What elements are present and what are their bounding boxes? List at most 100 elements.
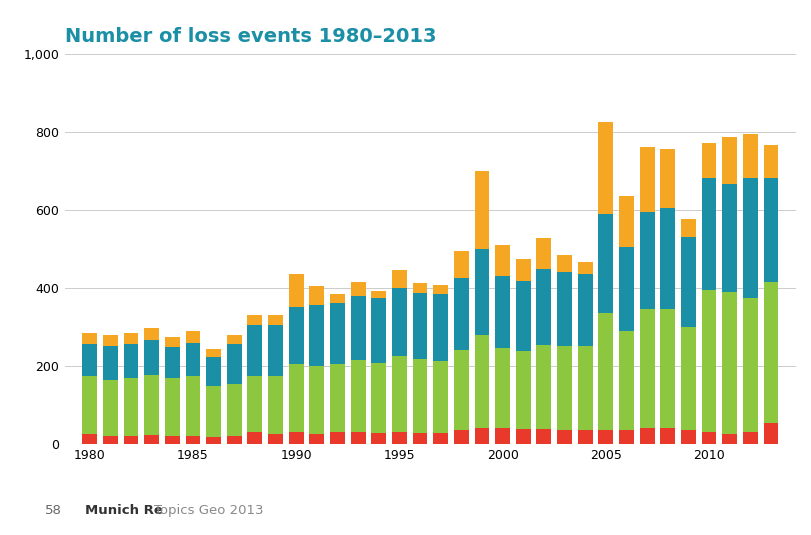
- Bar: [371, 299, 386, 363]
- Bar: [701, 432, 715, 444]
- Bar: [536, 238, 551, 269]
- Bar: [680, 430, 695, 444]
- Bar: [495, 348, 509, 429]
- Bar: [392, 270, 406, 288]
- Bar: [433, 361, 448, 433]
- Bar: [701, 179, 715, 290]
- Bar: [350, 432, 365, 444]
- Bar: [433, 285, 448, 294]
- Bar: [536, 429, 551, 444]
- Bar: [82, 434, 97, 444]
- Bar: [618, 247, 633, 331]
- Bar: [598, 313, 612, 430]
- Bar: [309, 366, 324, 434]
- Bar: [618, 331, 633, 430]
- Bar: [577, 263, 592, 274]
- Bar: [392, 356, 406, 432]
- Bar: [474, 335, 489, 429]
- Bar: [268, 434, 282, 444]
- Bar: [639, 147, 654, 212]
- Bar: [268, 315, 282, 325]
- Bar: [165, 436, 179, 444]
- Bar: [474, 429, 489, 444]
- Bar: [762, 282, 778, 423]
- Bar: [226, 345, 242, 384]
- Bar: [226, 436, 242, 444]
- Bar: [515, 281, 530, 351]
- Bar: [433, 294, 448, 361]
- Bar: [680, 219, 695, 237]
- Bar: [433, 433, 448, 444]
- Text: Munich Re: Munich Re: [85, 503, 163, 517]
- Bar: [577, 430, 592, 444]
- Bar: [82, 333, 97, 345]
- Bar: [742, 179, 757, 297]
- Bar: [742, 134, 757, 179]
- Bar: [165, 378, 179, 436]
- Bar: [453, 251, 468, 278]
- Bar: [556, 272, 571, 347]
- Bar: [268, 325, 282, 376]
- Bar: [185, 331, 200, 342]
- Bar: [762, 423, 778, 444]
- Bar: [144, 375, 159, 435]
- Bar: [721, 434, 736, 444]
- Bar: [515, 351, 530, 429]
- Bar: [701, 143, 715, 179]
- Bar: [350, 360, 365, 432]
- Bar: [721, 185, 736, 292]
- Bar: [659, 149, 675, 208]
- Bar: [659, 429, 675, 444]
- Bar: [598, 430, 612, 444]
- Bar: [598, 122, 612, 213]
- Bar: [144, 328, 159, 340]
- Bar: [206, 349, 221, 357]
- Bar: [762, 146, 778, 179]
- Bar: [639, 309, 654, 429]
- Bar: [165, 347, 179, 378]
- Bar: [618, 196, 633, 247]
- Bar: [289, 274, 303, 307]
- Bar: [268, 376, 282, 434]
- Bar: [371, 291, 386, 299]
- Bar: [742, 297, 757, 432]
- Bar: [495, 245, 509, 276]
- Bar: [474, 171, 489, 249]
- Bar: [226, 335, 242, 345]
- Bar: [206, 357, 221, 386]
- Bar: [556, 255, 571, 272]
- Bar: [556, 430, 571, 444]
- Bar: [515, 429, 530, 444]
- Bar: [392, 288, 406, 356]
- Bar: [474, 249, 489, 335]
- Bar: [412, 283, 427, 293]
- Bar: [536, 269, 551, 345]
- Bar: [536, 345, 551, 429]
- Bar: [103, 380, 118, 436]
- Bar: [185, 436, 200, 444]
- Bar: [639, 212, 654, 309]
- Bar: [309, 305, 324, 366]
- Bar: [329, 364, 345, 432]
- Bar: [453, 350, 468, 430]
- Bar: [185, 342, 200, 376]
- Bar: [185, 376, 200, 436]
- Bar: [577, 274, 592, 347]
- Bar: [309, 434, 324, 444]
- Bar: [329, 432, 345, 444]
- Bar: [247, 325, 262, 376]
- Bar: [165, 338, 179, 347]
- Bar: [247, 432, 262, 444]
- Bar: [206, 386, 221, 437]
- Text: 58: 58: [45, 503, 62, 517]
- Bar: [577, 347, 592, 430]
- Bar: [762, 179, 778, 282]
- Text: Topics Geo 2013: Topics Geo 2013: [154, 503, 264, 517]
- Bar: [639, 429, 654, 444]
- Bar: [123, 333, 139, 345]
- Bar: [680, 237, 695, 327]
- Bar: [123, 345, 139, 378]
- Bar: [495, 276, 509, 348]
- Bar: [659, 208, 675, 309]
- Bar: [289, 307, 303, 364]
